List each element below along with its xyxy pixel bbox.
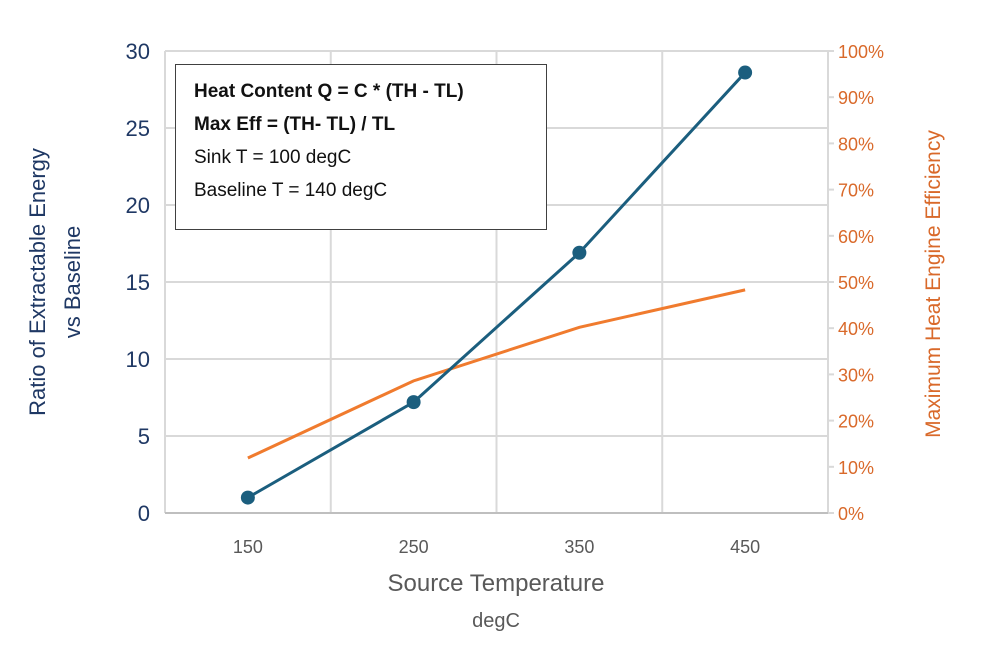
y2-tick-label: 40% bbox=[838, 319, 874, 339]
y2-tick-label: 70% bbox=[838, 181, 874, 201]
annotation-line: Baseline T = 140 degC bbox=[194, 180, 388, 201]
annotation-line: Heat Content Q = C * (TH - TL) bbox=[194, 81, 464, 102]
x-axis-unit: degC bbox=[472, 610, 520, 632]
data-point bbox=[738, 65, 753, 80]
y-tick-label: 0 bbox=[138, 501, 150, 526]
y2-tick-label: 10% bbox=[838, 458, 874, 478]
y-tick-label: 25 bbox=[126, 116, 150, 141]
y-tick-label: 5 bbox=[138, 424, 150, 449]
data-point bbox=[572, 245, 587, 260]
y2-axis-title: Maximum Heat Engine Efficiency bbox=[922, 130, 945, 438]
x-tick-label: 450 bbox=[730, 537, 760, 557]
data-point bbox=[240, 490, 255, 505]
y2-tick-label: 30% bbox=[838, 365, 874, 385]
y2-tick-label: 80% bbox=[838, 134, 874, 154]
y-tick-label: 10 bbox=[126, 347, 150, 372]
y2-tick-label: 50% bbox=[838, 273, 874, 293]
x-tick-label: 250 bbox=[399, 537, 429, 557]
y2-tick-label: 90% bbox=[838, 88, 874, 108]
y-tick-label: 20 bbox=[126, 193, 150, 218]
y-tick-label: 30 bbox=[126, 39, 150, 64]
annotation-box: Heat Content Q = C * (TH - TL) Max Eff =… bbox=[175, 64, 547, 230]
y-tick-label: 15 bbox=[126, 270, 150, 295]
annotation-line: Sink T = 100 degC bbox=[194, 147, 352, 168]
data-point bbox=[406, 395, 421, 410]
y2-tick-label: 0% bbox=[838, 504, 864, 524]
series-line-right bbox=[247, 288, 746, 460]
y-axis-title: vs Baseline bbox=[60, 226, 85, 339]
y2-tick-label: 20% bbox=[838, 412, 874, 432]
annotation-line: Max Eff = (TH- TL) / TL bbox=[194, 114, 396, 135]
series-line-left bbox=[247, 71, 747, 499]
y2-tick-label: 60% bbox=[838, 227, 874, 247]
y2-tick-label: 100% bbox=[838, 42, 884, 62]
x-axis-title: Source Temperature bbox=[387, 570, 604, 597]
y-axis-title: Ratio of Extractable Energy bbox=[25, 148, 50, 416]
x-tick-label: 150 bbox=[233, 537, 263, 557]
x-tick-label: 350 bbox=[564, 537, 594, 557]
